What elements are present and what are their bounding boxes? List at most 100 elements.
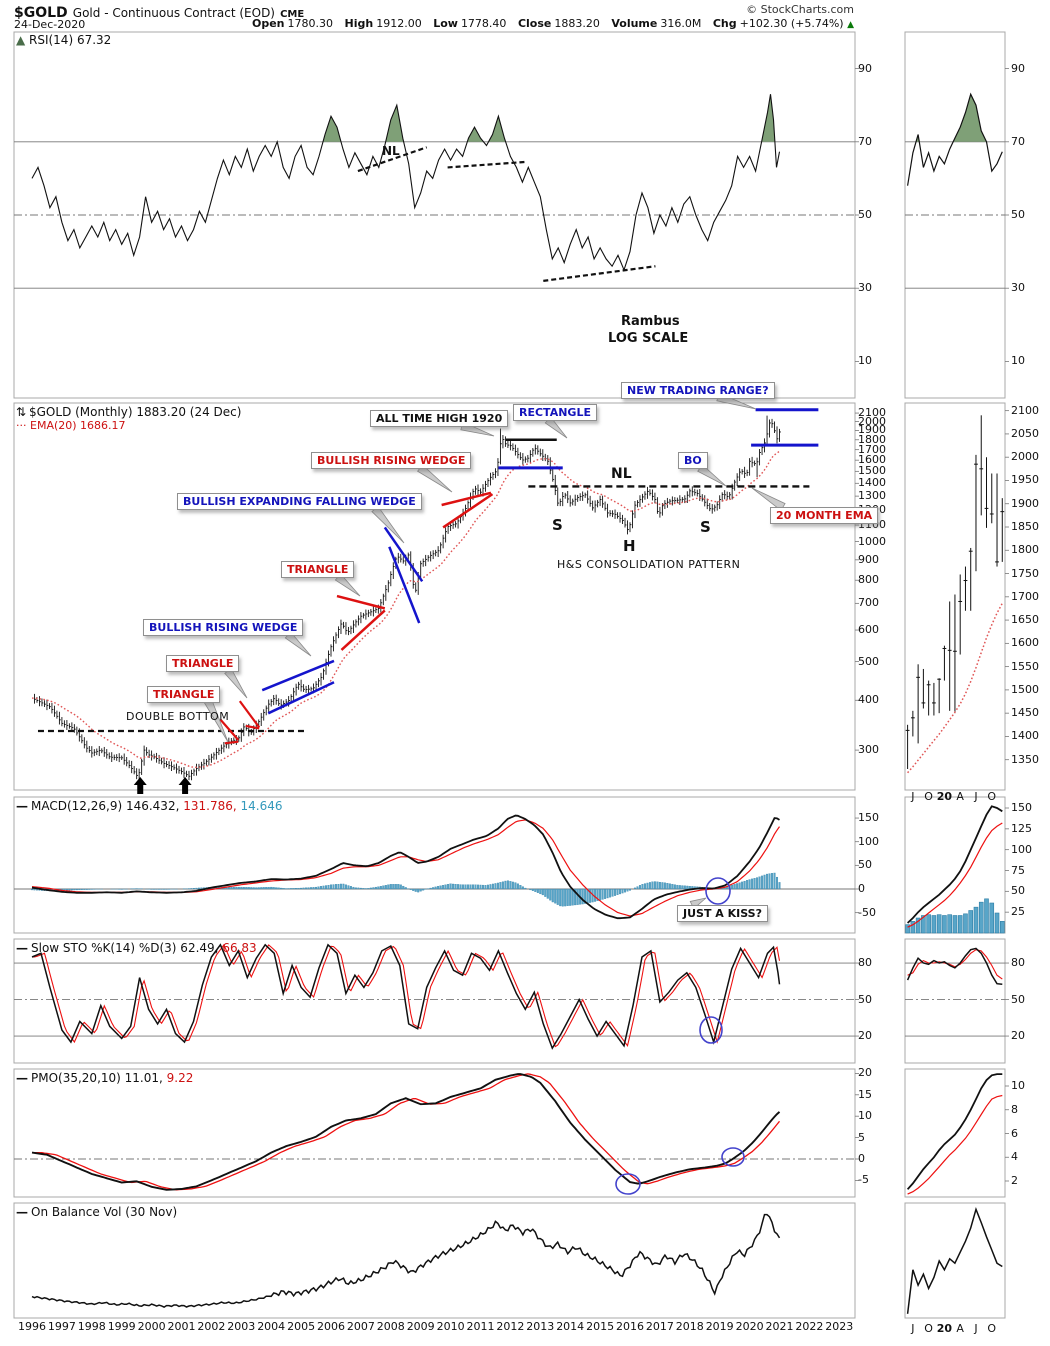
macd-histogram-bar <box>474 884 477 890</box>
macd-mini-histogram-bar <box>921 915 926 934</box>
macd-histogram-bar <box>262 887 265 890</box>
dotted-line-icon: ··· <box>16 419 27 432</box>
macd-histogram-bar <box>332 884 335 890</box>
annotation-triangle-3: TRIANGLE <box>147 686 221 703</box>
x-axis-year-label: 2010 <box>436 1320 465 1333</box>
axis-tick-label: 80 <box>1011 956 1025 970</box>
pmo-panel-label: — PMO(35,20,10) 11.01, 9.22 <box>16 1071 193 1085</box>
axis-tick-label: 50 <box>1011 992 1025 1006</box>
macd-histogram-bar <box>609 888 612 898</box>
x-axis-year-label: 1998 <box>77 1320 106 1333</box>
macd-histogram-bar <box>327 884 330 890</box>
axis-tick-label: 6 <box>1011 1126 1018 1140</box>
macd-label-text: MACD(12,26,9) 146.432, <box>31 799 180 813</box>
sto-mini-d-line <box>907 949 1003 980</box>
macd-histogram-bar <box>656 881 659 890</box>
macd-histogram-bar <box>743 880 746 890</box>
macd-histogram-bar <box>245 887 248 890</box>
chg-value: +102.30 (+5.74%) <box>739 17 844 30</box>
mini-x-axis-label: O <box>924 790 933 803</box>
macd-histogram-bar <box>270 886 273 890</box>
axis-tick-label: 2 <box>1011 1174 1018 1187</box>
annotation-all-time-high: ALL TIME HIGH 1920 <box>370 410 509 427</box>
macd-histogram-bar <box>334 884 337 890</box>
macd-histogram-bar <box>611 888 614 897</box>
macd-histogram-bar <box>250 887 253 890</box>
rsi-neckline-dashed <box>357 146 428 173</box>
macd-histogram-bar <box>604 888 607 899</box>
macd-histogram-bar <box>619 888 622 895</box>
macd-histogram-bar <box>731 884 734 890</box>
price-label-text: $GOLD (Monthly) 1883.20 (24 Dec) <box>29 405 242 419</box>
ema-label-text: EMA(20) 1686.17 <box>30 419 126 432</box>
macd-histogram-bar <box>467 884 470 890</box>
axis-tick-label: 50 <box>858 208 872 221</box>
mini-x-axis-label: J <box>911 790 915 803</box>
rsi-line <box>31 94 781 272</box>
trendline-blue <box>388 546 421 624</box>
macd-histogram-bar <box>192 888 195 890</box>
highlight-circle <box>705 877 731 905</box>
axis-tick-label: 20 <box>1011 1029 1025 1043</box>
macd-histogram-bar <box>626 888 629 892</box>
macd-histogram-bar <box>307 887 310 890</box>
macd-histogram-bar <box>761 875 764 890</box>
macd-histogram-bar <box>379 886 382 890</box>
macd-histogram-bar <box>399 884 402 890</box>
axis-tick-label: 600 <box>858 623 879 637</box>
macd-mini-histogram-bar <box>905 924 910 934</box>
macd-mini-histogram-bar <box>957 915 963 934</box>
rsi-label-text: RSI(14) 67.32 <box>29 33 112 47</box>
axis-tick-label: -5 <box>858 1173 869 1187</box>
macd-histogram-bar <box>357 887 360 890</box>
axis-tick-label: 5 <box>858 1130 865 1144</box>
sto-mini-panel-frame <box>904 938 1006 1064</box>
x-axis-year-label: 1997 <box>47 1320 76 1333</box>
axis-tick-label: 30 <box>1011 281 1025 295</box>
trendline-red <box>219 718 240 741</box>
obv-panel-frame <box>13 1202 856 1319</box>
macd-histogram-bar <box>454 884 457 890</box>
macd-histogram-bar <box>556 888 559 905</box>
macd-histogram-bar <box>641 884 644 890</box>
macd-histogram-bar <box>673 884 676 890</box>
updown-arrows-icon: ⇅ <box>16 405 27 419</box>
mini-x-axis-label: J <box>974 790 978 803</box>
mini-x-axis-label: J <box>974 1322 978 1335</box>
pmo-mini-signal-line <box>907 1094 1003 1195</box>
macd-histogram-bar <box>521 886 524 890</box>
macd-histogram-bar <box>242 887 245 890</box>
macd-histogram-bar <box>484 885 487 890</box>
macd-histogram-bar <box>551 888 554 903</box>
macd-histogram-bar <box>255 887 258 890</box>
macd-histogram-bar <box>75 888 78 891</box>
x-axis-year-label: 2023 <box>825 1320 854 1333</box>
pmo-label-text: PMO(35,20,10) 11.01, <box>31 1071 163 1085</box>
macd-histogram-bar <box>282 888 285 890</box>
macd-mini-histogram-bar <box>915 917 921 934</box>
macd-histogram-bar <box>621 888 624 894</box>
macd-histogram-bar <box>372 887 375 890</box>
macd-histogram-bar <box>576 888 579 905</box>
macd-histogram-bar <box>459 884 462 890</box>
exchange: CME <box>280 9 305 20</box>
macd-histogram-bar <box>614 888 617 896</box>
ema-mini-dotted-line <box>907 602 1003 774</box>
macd-histogram-bar <box>347 885 350 890</box>
macd-mini-histogram-bar <box>978 901 984 934</box>
x-axis-year-label: 2021 <box>765 1320 794 1333</box>
axis-tick-label: 90 <box>858 61 872 75</box>
ema-legend: ··· EMA(20) 1686.17 <box>16 419 126 432</box>
axis-tick-label: 20 <box>858 1066 872 1080</box>
macd-histogram-bar <box>310 887 313 890</box>
macd-histogram-bar <box>778 882 781 890</box>
line-swatch-icon: — <box>16 1205 28 1219</box>
macd-histogram-bar <box>447 884 450 890</box>
axis-tick-label: 300 <box>858 743 879 757</box>
macd-histogram-bar <box>70 888 73 891</box>
macd-histogram-bar <box>589 888 592 903</box>
axis-tick-label: 900 <box>858 552 879 566</box>
axis-tick-label: 1300 <box>858 489 886 503</box>
close-label: Close <box>517 17 552 30</box>
macd-histogram-bar <box>554 888 557 904</box>
